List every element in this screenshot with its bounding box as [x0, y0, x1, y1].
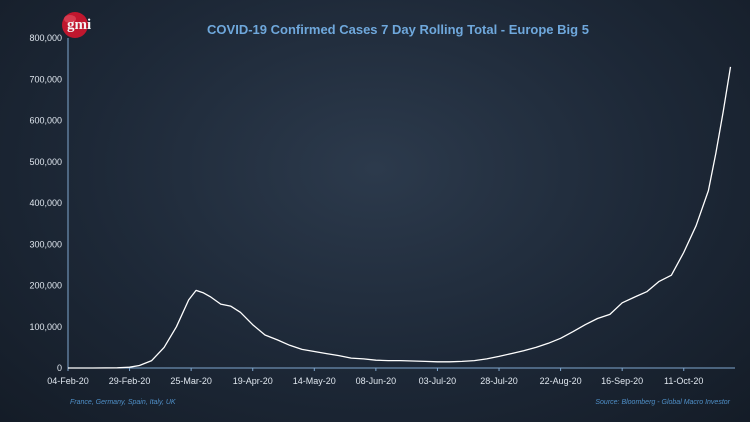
- x-tick-label: 14-May-20: [293, 376, 336, 386]
- x-tick-label: 22-Aug-20: [540, 376, 582, 386]
- x-tick-label: 04-Feb-20: [47, 376, 89, 386]
- x-tick-label: 16-Sep-20: [601, 376, 643, 386]
- x-tick-label: 03-Jul-20: [419, 376, 457, 386]
- x-tick-labels: 04-Feb-20 29-Feb-20 25-Mar-20 19-Apr-20 14-M…: [47, 368, 703, 386]
- y-tick-label: 500,000: [29, 157, 62, 167]
- y-tick-label: 300,000: [29, 239, 62, 249]
- y-tick-label: 200,000: [29, 281, 62, 291]
- series-group: [68, 66, 732, 369]
- y-tick-label: 400,000: [29, 198, 62, 208]
- x-tick-label: 29-Feb-20: [109, 376, 151, 386]
- logo-text: gmi: [67, 17, 91, 33]
- chart-title: COVID-19 Confirmed Cases 7 Day Rolling T…: [207, 22, 589, 37]
- x-tick-label: 25-Mar-20: [170, 376, 212, 386]
- y-tick-label: 0: [57, 363, 62, 373]
- y-tick-label: 100,000: [29, 322, 62, 332]
- x-tick-label: 28-Jul-20: [480, 376, 518, 386]
- footnote-right: Source: Bloomberg - Global Macro Investo…: [595, 399, 730, 406]
- x-tick-label: 08-Jun-20: [356, 376, 397, 386]
- gmi-logo: gmi: [62, 12, 91, 38]
- y-tick-label: 800,000: [29, 33, 62, 43]
- logo-shine: [64, 15, 76, 23]
- footnote-left: France, Germany, Spain, Italy, UK: [70, 399, 176, 406]
- series-line: [68, 66, 732, 369]
- x-tick-label: 19-Apr-20: [233, 376, 273, 386]
- y-tick-label: 600,000: [29, 116, 62, 126]
- y-tick-labels: 0 100,000 200,000 300,000 400,000 500,000 600,…: [29, 33, 62, 373]
- x-tick-label: 11-Oct-20: [664, 376, 703, 386]
- y-tick-label: 700,000: [29, 74, 62, 84]
